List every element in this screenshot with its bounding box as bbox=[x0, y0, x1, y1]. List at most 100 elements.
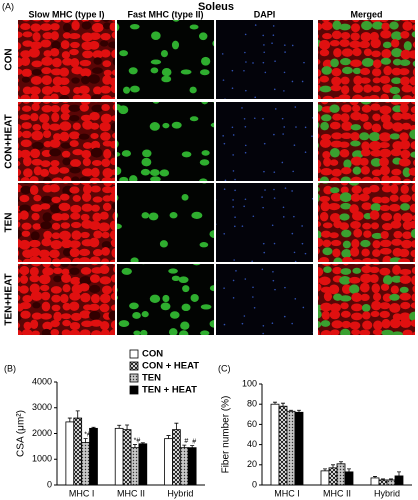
fiber bbox=[99, 211, 109, 220]
fiber bbox=[329, 177, 340, 181]
fiber bbox=[330, 187, 340, 194]
fiber bbox=[399, 59, 411, 66]
fiber bbox=[399, 292, 411, 301]
fiber bbox=[329, 310, 341, 320]
fiber bbox=[19, 265, 30, 276]
fiber bbox=[341, 121, 353, 131]
column-header: Fast MHC (type II) bbox=[127, 9, 203, 19]
fiber bbox=[410, 249, 415, 258]
y-tick-label: 3000 bbox=[32, 402, 52, 412]
fiber bbox=[121, 150, 132, 157]
fiber bbox=[390, 220, 402, 229]
fiber bbox=[392, 94, 402, 99]
fiber bbox=[349, 321, 361, 330]
fiber bbox=[82, 120, 94, 130]
fiber bbox=[62, 336, 70, 346]
fiber bbox=[340, 268, 352, 275]
nucleus bbox=[313, 214, 315, 216]
nucleus bbox=[234, 216, 236, 219]
fiber bbox=[88, 40, 100, 50]
fiber bbox=[111, 202, 115, 210]
fiber bbox=[21, 130, 32, 139]
fiber bbox=[309, 338, 320, 347]
nucleus bbox=[224, 18, 226, 20]
fiber bbox=[320, 330, 332, 335]
fiber bbox=[321, 66, 332, 75]
fiber bbox=[50, 328, 60, 335]
fiber bbox=[182, 285, 190, 293]
fiber bbox=[201, 102, 209, 105]
fiber bbox=[318, 133, 320, 139]
y-axis-label: Fiber number (%) bbox=[221, 396, 232, 474]
nucleus bbox=[243, 205, 245, 208]
fiber bbox=[32, 302, 41, 309]
fiber bbox=[51, 57, 62, 68]
fiber bbox=[399, 312, 412, 322]
panel-label: (A) bbox=[2, 1, 14, 11]
fiber bbox=[29, 185, 39, 196]
fiber bbox=[400, 337, 411, 346]
nucleus bbox=[284, 187, 287, 189]
fiber bbox=[391, 238, 403, 246]
row-label: TEN bbox=[4, 213, 15, 233]
micrograph bbox=[318, 20, 415, 99]
fiber bbox=[18, 264, 21, 266]
bar bbox=[278, 405, 288, 486]
fiber bbox=[100, 85, 112, 94]
fiber bbox=[389, 21, 399, 30]
fiber bbox=[380, 113, 391, 124]
error-bar bbox=[297, 409, 301, 413]
fiber bbox=[322, 183, 329, 184]
nucleus bbox=[284, 340, 286, 342]
y-tick-label: 80 bbox=[247, 399, 257, 409]
fiber bbox=[128, 67, 138, 75]
fiber bbox=[318, 230, 322, 240]
fiber bbox=[350, 193, 361, 202]
fiber bbox=[58, 167, 70, 174]
fiber bbox=[89, 256, 101, 262]
fiber bbox=[181, 193, 189, 201]
fiber bbox=[340, 113, 350, 123]
bar bbox=[164, 438, 173, 486]
fiber bbox=[18, 123, 22, 131]
fiber bbox=[391, 31, 403, 41]
micrograph bbox=[216, 18, 313, 99]
fiber bbox=[21, 329, 33, 335]
fiber bbox=[371, 85, 381, 93]
fiber bbox=[389, 302, 401, 313]
fiber bbox=[331, 76, 342, 86]
fiber bbox=[69, 186, 80, 194]
legend-label: TEN bbox=[142, 373, 161, 384]
fiber bbox=[21, 76, 31, 83]
fiber bbox=[41, 195, 53, 204]
fiber bbox=[19, 194, 30, 203]
fiber bbox=[322, 222, 333, 229]
fiber bbox=[379, 20, 389, 23]
fiber bbox=[112, 103, 115, 111]
fiber bbox=[390, 338, 402, 346]
fiber bbox=[401, 122, 412, 130]
fiber bbox=[199, 159, 210, 166]
fiber bbox=[190, 294, 199, 302]
fiber bbox=[108, 41, 115, 49]
fiber bbox=[411, 293, 415, 302]
fiber bbox=[51, 112, 60, 123]
fiber bbox=[391, 67, 402, 76]
fiber bbox=[320, 201, 330, 212]
fiber bbox=[117, 295, 118, 300]
fiber bbox=[352, 47, 362, 57]
fiber bbox=[110, 84, 115, 94]
fiber bbox=[342, 256, 353, 262]
x-tick-label: MHC I bbox=[274, 488, 300, 498]
fiber bbox=[41, 301, 51, 312]
fiber bbox=[318, 237, 324, 248]
fiber bbox=[91, 204, 100, 212]
fiber bbox=[18, 105, 21, 112]
fiber bbox=[351, 312, 363, 321]
fiber bbox=[20, 185, 32, 195]
fiber bbox=[18, 85, 20, 92]
fiber bbox=[201, 150, 210, 156]
fiber bbox=[40, 313, 52, 320]
fiber bbox=[358, 193, 370, 202]
nucleus bbox=[281, 117, 284, 120]
